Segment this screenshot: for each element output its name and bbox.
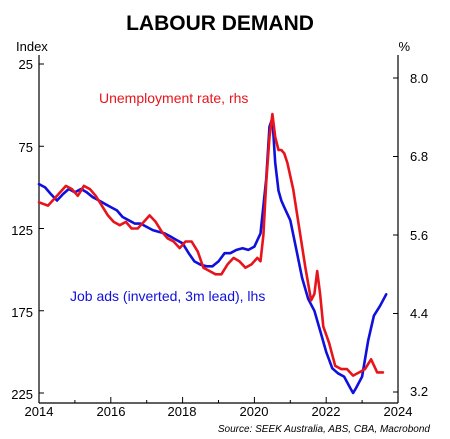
x-tick-label: 2018: [168, 404, 197, 419]
axes: [38, 55, 399, 404]
x-tick-label: 2014: [25, 404, 54, 419]
unemployment-annotation: Unemployment rate, rhs: [99, 90, 248, 106]
x-tick-label: 2016: [97, 404, 126, 419]
x-tick-label: 2020: [240, 404, 269, 419]
left-axis-ticks: 25 75 125 175 225: [11, 57, 33, 402]
unemployment-rate-line: [37, 112, 385, 377]
right-tick-label: 4.4: [410, 306, 428, 321]
right-axis-ticks: 8.0 6.8 5.6 4.4 3.2: [410, 71, 428, 399]
right-axis-unit: %: [398, 39, 410, 54]
left-tick-label: 125: [11, 223, 33, 238]
source-note: Source: SEEK Australia, ABS, CBA, Macrob…: [218, 424, 431, 435]
x-tick-label: 2022: [312, 404, 341, 419]
left-tick-label: 75: [19, 140, 33, 155]
right-tick-label: 6.8: [410, 149, 428, 164]
jobads-annotation: Job ads (inverted, 3m lead), lhs: [70, 288, 265, 304]
left-tick-label: 25: [19, 57, 33, 72]
job-ads-line: [37, 117, 388, 395]
left-axis-unit: Index: [16, 39, 48, 54]
right-tick-label: 8.0: [410, 71, 428, 86]
chart-title: LABOUR DEMAND: [126, 12, 314, 35]
right-tick-label: 5.6: [410, 228, 428, 243]
series-layer: [37, 112, 388, 395]
left-tick-label: 175: [11, 305, 33, 320]
x-tick-label: 2024: [384, 404, 413, 419]
x-axis-ticks: 2014 2016 2018 2020 2022 2024: [25, 404, 413, 419]
right-tick-label: 3.2: [410, 384, 428, 399]
left-tick-label: 225: [11, 387, 33, 402]
